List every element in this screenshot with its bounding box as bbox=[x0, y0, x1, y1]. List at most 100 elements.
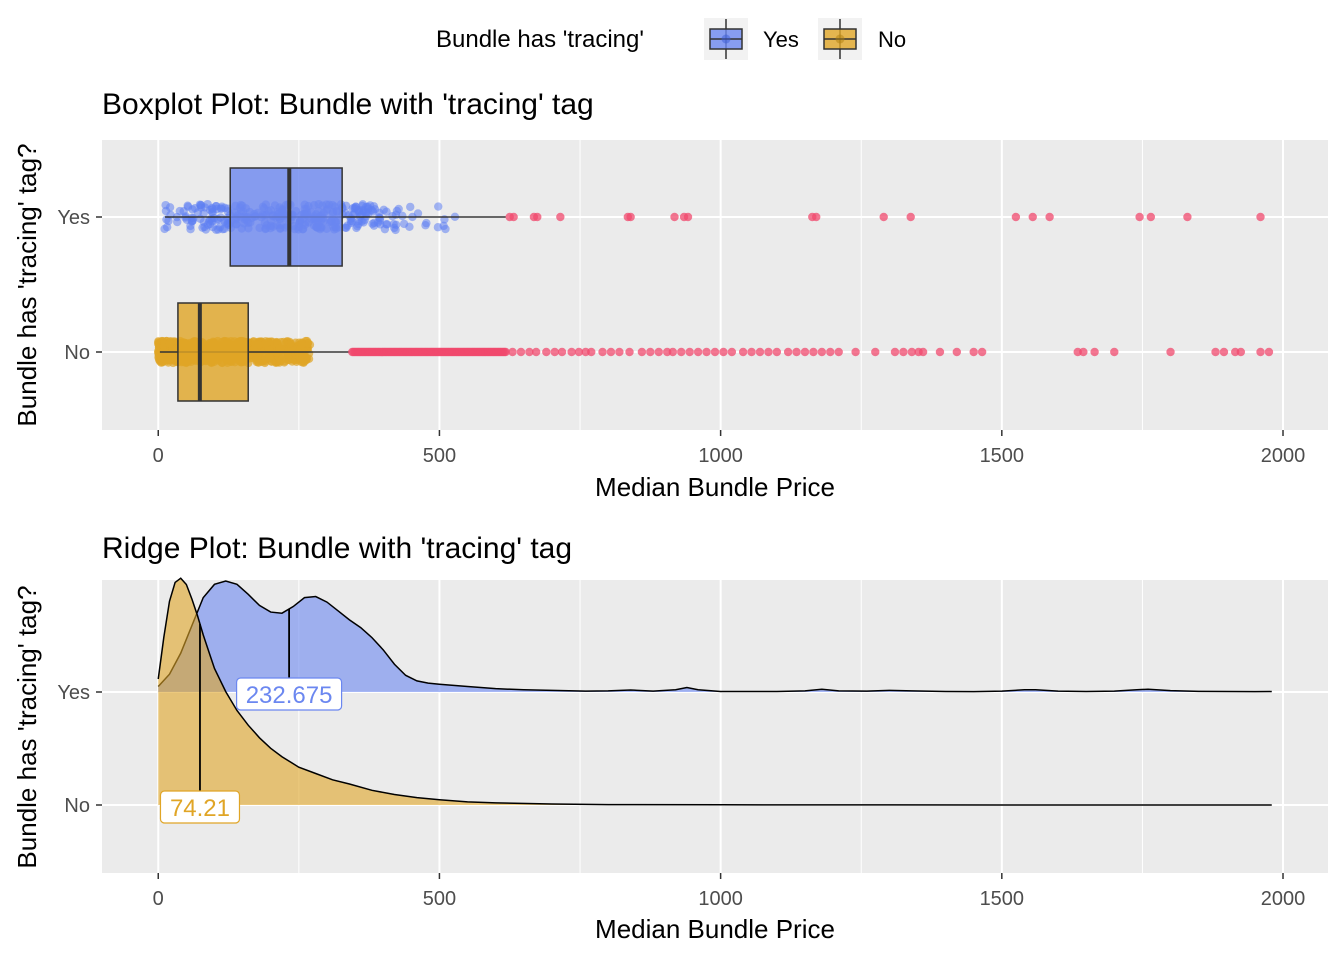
outlier-point bbox=[747, 347, 756, 357]
x-tick-label: 1500 bbox=[980, 888, 1025, 910]
jitter-point bbox=[358, 205, 368, 215]
jitter-point bbox=[297, 339, 306, 349]
ridge-x-ticks: 0 500 1000 1500 2000 bbox=[153, 873, 1306, 910]
jitter-point bbox=[213, 216, 222, 225]
jitter-point bbox=[375, 213, 385, 223]
y-tick-label: Yes bbox=[57, 682, 90, 704]
outlier-point bbox=[783, 347, 793, 357]
outlier-point bbox=[1264, 347, 1274, 357]
outlier-point bbox=[1045, 212, 1054, 222]
boxplot-x-axis-title: Median Bundle Price bbox=[595, 472, 835, 502]
legend-label-yes: Yes bbox=[763, 27, 799, 52]
x-tick-label: 0 bbox=[153, 445, 164, 467]
outlier-point bbox=[542, 347, 551, 357]
legend-item-no: No bbox=[818, 18, 906, 60]
outlier-point bbox=[1011, 212, 1021, 222]
outlier-point bbox=[557, 347, 567, 357]
outlier-point bbox=[626, 212, 635, 222]
boxplot-y-axis-title: Bundle has 'tracing' tag? bbox=[12, 143, 42, 426]
outlier-point bbox=[1079, 347, 1088, 357]
outlier-point bbox=[1110, 347, 1119, 357]
outlier-point bbox=[677, 347, 686, 357]
jitter-point bbox=[434, 202, 443, 211]
ridge-outline-yes bbox=[157, 580, 1272, 693]
legend: Bundle has 'tracing' Yes No bbox=[436, 18, 906, 60]
outlier-point bbox=[1028, 212, 1037, 222]
outlier-point bbox=[654, 347, 663, 357]
outlier-point bbox=[952, 347, 962, 357]
outlier-point bbox=[755, 347, 765, 357]
outlier-point bbox=[556, 212, 565, 222]
outlier-point bbox=[809, 347, 818, 357]
x-tick-label: 1000 bbox=[698, 445, 743, 467]
outlier-point bbox=[1256, 212, 1265, 222]
outlier-point bbox=[574, 347, 584, 357]
median-label-box-yes bbox=[235, 677, 343, 711]
jitter-point bbox=[186, 225, 195, 234]
ridge-x-axis-title: Median Bundle Price bbox=[595, 914, 835, 944]
ridge-outline-no bbox=[157, 577, 1272, 806]
outlier-point bbox=[764, 347, 773, 357]
outlier-point bbox=[719, 347, 728, 357]
jitter-point bbox=[220, 217, 229, 226]
jitter-point bbox=[188, 205, 197, 214]
outlier-point bbox=[685, 347, 694, 357]
outlier-point bbox=[817, 347, 827, 357]
outlier-point bbox=[738, 347, 748, 357]
jitter-point bbox=[275, 344, 284, 353]
outlier-point bbox=[693, 347, 703, 357]
outlier-point bbox=[1256, 347, 1265, 357]
outlier-point bbox=[834, 347, 843, 357]
outlier-point bbox=[1236, 347, 1246, 357]
jitter-point bbox=[254, 340, 264, 349]
outlier-point bbox=[533, 212, 542, 222]
x-tick-label: 1000 bbox=[698, 888, 743, 910]
outlier-point bbox=[670, 212, 679, 222]
outlier-point bbox=[1146, 212, 1156, 222]
jitter-point bbox=[376, 220, 385, 229]
legend-item-yes: Yes bbox=[704, 18, 799, 60]
jitter-point bbox=[382, 207, 391, 216]
x-tick-label: 500 bbox=[423, 445, 456, 467]
outlier-point bbox=[501, 347, 510, 357]
outlier-point bbox=[871, 347, 880, 357]
jitter-point bbox=[207, 207, 217, 217]
x-tick-label: 2000 bbox=[1261, 888, 1306, 910]
outlier-point bbox=[587, 347, 596, 357]
jitter-point bbox=[348, 210, 358, 220]
outlier-point bbox=[516, 347, 526, 357]
outlier-point bbox=[615, 347, 624, 357]
outlier-point bbox=[1090, 347, 1099, 357]
jitter-point bbox=[218, 224, 227, 234]
outlier-point bbox=[625, 347, 634, 357]
outlier-point bbox=[879, 212, 888, 222]
outlier-point bbox=[899, 347, 908, 357]
ridge-panel: Ridge Plot: Bundle with 'tracing' tag 23… bbox=[12, 532, 1328, 944]
outlier-point bbox=[906, 212, 915, 222]
outlier-point bbox=[668, 347, 678, 357]
jitter-point bbox=[283, 352, 293, 361]
outlier-point bbox=[702, 347, 711, 357]
jitter-point bbox=[279, 337, 288, 347]
outlier-point bbox=[918, 347, 928, 357]
jitter-point bbox=[406, 202, 415, 212]
outlier-point bbox=[531, 347, 541, 357]
jitter-point bbox=[390, 223, 399, 233]
jitter-point bbox=[405, 222, 414, 231]
median-label-yes: 232.675 bbox=[246, 682, 333, 709]
jitter-point bbox=[203, 199, 212, 209]
boxplot-title: Boxplot Plot: Bundle with 'tracing' tag bbox=[102, 88, 594, 121]
jitter-point bbox=[161, 200, 170, 210]
jitter-point bbox=[342, 223, 351, 232]
box-no bbox=[177, 302, 249, 402]
legend-title: Bundle has 'tracing' bbox=[436, 26, 644, 53]
outlier-point bbox=[1135, 212, 1144, 222]
y-tick-label: No bbox=[64, 795, 90, 817]
boxplot-y-ticks: Yes No bbox=[57, 207, 102, 364]
jitter-point bbox=[160, 224, 169, 234]
outlier-point bbox=[800, 347, 810, 357]
x-tick-label: 500 bbox=[423, 888, 456, 910]
jitter-point bbox=[382, 220, 391, 229]
outlier-point bbox=[907, 347, 917, 357]
boxplot-outliers bbox=[348, 212, 1274, 357]
